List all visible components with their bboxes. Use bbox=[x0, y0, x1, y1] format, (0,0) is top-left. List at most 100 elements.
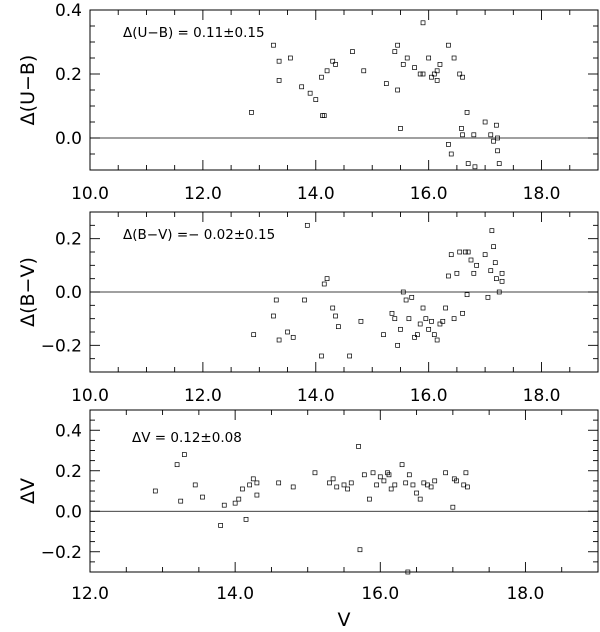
data-point bbox=[276, 480, 282, 486]
stats-annotation: Δ(B−V) =− 0.02±0.15 bbox=[123, 227, 275, 243]
data-point bbox=[443, 470, 448, 476]
data-point bbox=[499, 270, 505, 276]
data-point bbox=[290, 484, 296, 490]
data-point bbox=[482, 119, 488, 125]
data-point bbox=[321, 281, 327, 287]
data-point bbox=[494, 276, 499, 282]
data-point bbox=[249, 110, 254, 115]
data-point bbox=[152, 488, 158, 494]
data-point bbox=[330, 58, 336, 64]
data-point bbox=[437, 62, 443, 67]
chart-panel-3: 12.0 14.0 16.0 18.0 −0.2 0.0 0.2 0.4 ΔV V ΔV = 0.1… bbox=[17, 409, 599, 631]
y-tick-label: 0.0 bbox=[55, 129, 82, 149]
data-point bbox=[432, 478, 438, 484]
data-point bbox=[358, 318, 364, 324]
data-point bbox=[423, 316, 429, 322]
data-point bbox=[488, 132, 494, 138]
data-point bbox=[405, 569, 411, 575]
data-point bbox=[403, 297, 409, 303]
data-point bbox=[398, 126, 403, 131]
data-point bbox=[434, 78, 440, 83]
data-point bbox=[330, 476, 336, 482]
data-point bbox=[429, 74, 434, 80]
data-point bbox=[392, 482, 398, 488]
y-axis-title: Δ(B−V) bbox=[17, 257, 39, 327]
data-point bbox=[468, 257, 474, 263]
data-point bbox=[304, 222, 310, 228]
data-point bbox=[446, 273, 451, 279]
data-point bbox=[178, 498, 184, 504]
x-tick-label: 10.0 bbox=[71, 386, 109, 406]
data-point bbox=[410, 482, 416, 488]
data-point bbox=[324, 276, 330, 282]
data-point bbox=[491, 244, 496, 250]
y-tick-label: 0.0 bbox=[55, 283, 82, 303]
y-axis-title: ΔV bbox=[17, 478, 39, 504]
data-point bbox=[330, 305, 336, 311]
y-tick-label: −0.2 bbox=[41, 336, 82, 356]
data-point bbox=[290, 334, 296, 340]
data-point bbox=[457, 249, 463, 255]
data-point bbox=[482, 252, 488, 258]
y-tick-label: −0.2 bbox=[41, 543, 82, 563]
data-point bbox=[463, 249, 468, 255]
stats-annotation: ΔV = 0.12±0.08 bbox=[132, 430, 242, 446]
y-tick-label: 0.0 bbox=[55, 502, 82, 522]
data-point bbox=[450, 504, 456, 510]
data-point bbox=[395, 87, 400, 93]
data-point bbox=[415, 332, 420, 338]
x-tick-label: 12.0 bbox=[184, 184, 222, 204]
data-point bbox=[361, 68, 367, 74]
data-point bbox=[499, 278, 505, 284]
data-point bbox=[451, 316, 457, 322]
data-point bbox=[489, 228, 495, 234]
data-point bbox=[288, 55, 293, 61]
data-point bbox=[333, 62, 338, 67]
data-point bbox=[440, 318, 446, 324]
data-point bbox=[420, 20, 426, 26]
data-point bbox=[471, 270, 477, 276]
data-point bbox=[377, 474, 383, 480]
data-point bbox=[426, 326, 432, 332]
data-point bbox=[431, 332, 437, 338]
data-point bbox=[491, 138, 496, 144]
data-point bbox=[485, 294, 491, 300]
data-point bbox=[434, 337, 440, 343]
chart-panel-2: 10.0 12.0 14.0 16.0 18.0 −0.2 0.0 0.2 Δ(B−V) Δ(B−… bbox=[17, 211, 599, 406]
data-point bbox=[406, 316, 412, 322]
data-point bbox=[399, 462, 405, 468]
data-point bbox=[386, 472, 392, 478]
data-point bbox=[434, 68, 440, 74]
data-point bbox=[446, 142, 451, 147]
data-point bbox=[443, 305, 448, 311]
data-point bbox=[324, 68, 330, 74]
data-point bbox=[392, 49, 398, 54]
data-point bbox=[345, 486, 350, 492]
data-point bbox=[448, 252, 454, 258]
data-point bbox=[367, 496, 372, 502]
data-point bbox=[420, 305, 426, 311]
data-point bbox=[381, 332, 386, 338]
data-point bbox=[243, 516, 249, 522]
data-point bbox=[333, 313, 338, 319]
data-point bbox=[471, 132, 477, 138]
data-point bbox=[472, 164, 478, 170]
y-tick-label: 0.4 bbox=[55, 421, 82, 441]
data-point bbox=[451, 55, 457, 61]
data-point bbox=[460, 310, 465, 316]
data-point bbox=[221, 502, 227, 508]
data-point bbox=[448, 151, 454, 157]
data-point bbox=[254, 492, 260, 498]
data-point bbox=[247, 482, 253, 488]
x-tick-label: 16.0 bbox=[361, 584, 399, 604]
data-point bbox=[276, 78, 282, 83]
data-point bbox=[348, 480, 354, 486]
data-point bbox=[327, 480, 332, 486]
x-tick-label: 18.0 bbox=[523, 184, 561, 204]
data-point bbox=[302, 297, 307, 303]
data-point bbox=[403, 480, 409, 486]
data-point bbox=[398, 326, 403, 332]
data-point bbox=[319, 353, 324, 359]
data-point bbox=[492, 260, 498, 266]
